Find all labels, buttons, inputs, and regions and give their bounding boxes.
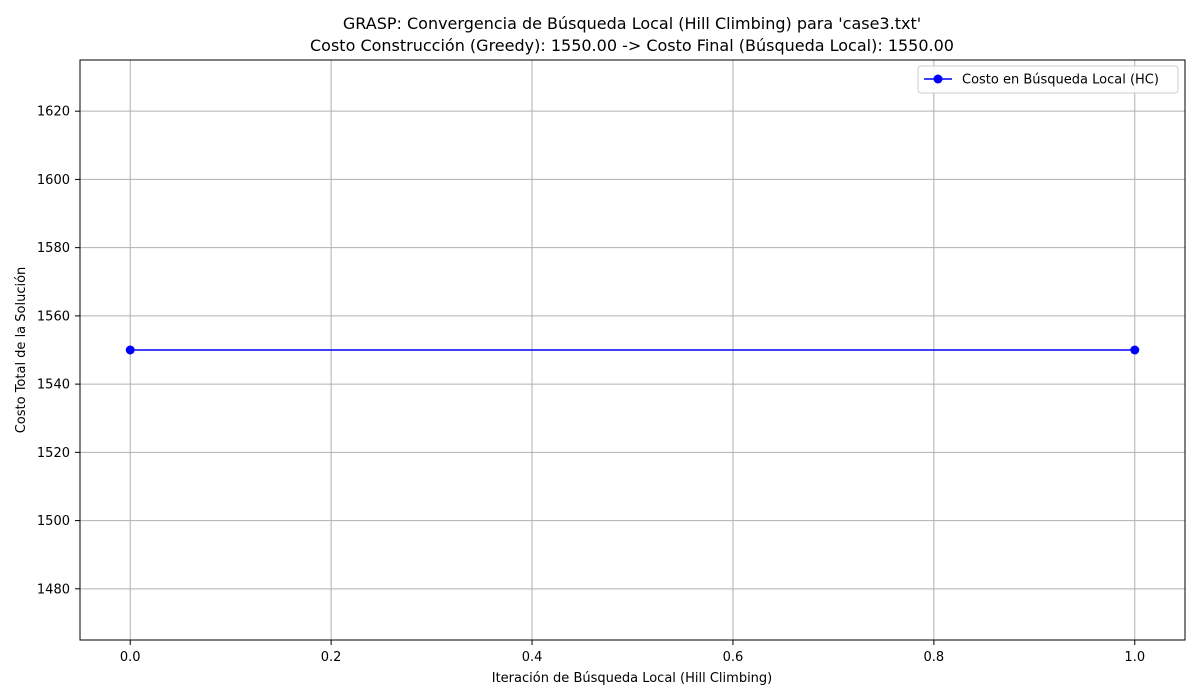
legend-box — [917, 65, 1179, 94]
x-tick-label: 0.2 — [321, 650, 342, 665]
y-tick-label: 1480 — [37, 582, 70, 597]
plot-frame — [79, 59, 1186, 641]
x-tick-label: 0.4 — [522, 650, 543, 665]
chart-subtitle: Costo Construcción (Greedy): 1550.00 -> … — [310, 36, 954, 55]
x-axis-ticks: 0.0 0.2 0.4 0.6 0.8 1.0 — [120, 640, 1145, 665]
legend: Costo en Búsqueda Local (HC) — [917, 65, 1179, 94]
legend-label: Costo en Búsqueda Local (HC) — [962, 73, 1159, 88]
legend-marker — [933, 74, 943, 84]
x-tick-label: 0.6 — [723, 650, 744, 665]
y-tick-label: 1500 — [37, 514, 70, 529]
x-axis-label: Iteración de Búsqueda Local (Hill Climbi… — [492, 671, 773, 686]
y-axis-label: Costo Total de la Solución — [14, 267, 29, 434]
y-tick-label: 1560 — [37, 309, 70, 324]
y-tick-label: 1580 — [37, 241, 70, 256]
y-tick-label: 1600 — [37, 173, 70, 188]
data-point — [1130, 345, 1140, 355]
chart-title: GRASP: Convergencia de Búsqueda Local (H… — [343, 14, 921, 33]
y-tick-label: 1520 — [37, 446, 70, 461]
x-tick-label: 0.0 — [120, 650, 141, 665]
series-layer — [125, 345, 1140, 355]
data-point — [125, 345, 135, 355]
y-axis-ticks: 1480 1500 1520 1540 1560 1580 1600 1620 — [37, 105, 80, 597]
x-tick-label: 1.0 — [1124, 650, 1145, 665]
y-tick-label: 1620 — [37, 105, 70, 120]
x-tick-label: 0.8 — [924, 650, 945, 665]
y-tick-label: 1540 — [37, 378, 70, 393]
